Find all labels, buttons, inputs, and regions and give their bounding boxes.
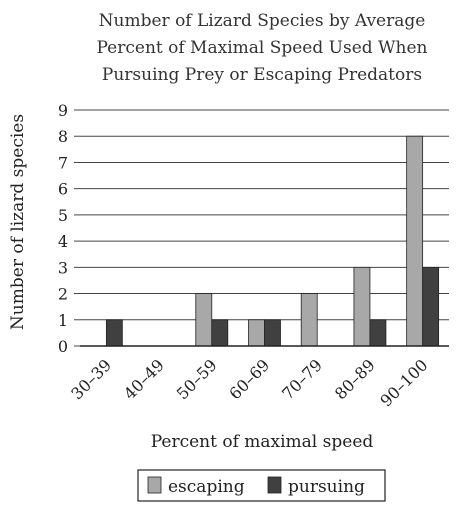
- y-tick-label: 1: [58, 311, 68, 330]
- x-tick-label: 40–49: [120, 355, 168, 403]
- legend-swatch-pursuing: [267, 476, 282, 494]
- chart-title-line-3: Pursuing Prey or Escaping Predators: [102, 65, 422, 85]
- bar-escaping: [406, 135, 424, 347]
- bar-pursuing: [422, 266, 440, 347]
- gridlines: [74, 109, 449, 347]
- bar-escaping: [248, 319, 265, 347]
- y-tick-label: 7: [58, 153, 68, 172]
- bar-escaping: [353, 266, 371, 347]
- bar-pursuing: [369, 319, 387, 347]
- y-tick-labels: 0 1 2 3 4 5 6 7 8 9: [58, 101, 68, 356]
- x-tick-label: 70–79: [278, 355, 326, 403]
- chart-title-line-2: Percent of Maximal Speed Used When: [97, 38, 428, 58]
- x-axis-title: Percent of maximal speed: [151, 432, 374, 452]
- bar-escaping: [300, 293, 318, 347]
- y-tick-label: 4: [58, 232, 68, 251]
- x-tick-label: 60–69: [225, 355, 273, 403]
- y-tick-label: 9: [58, 101, 68, 120]
- chart-title: Number of Lizard Species by Average Perc…: [97, 11, 428, 85]
- y-tick-label: 2: [58, 285, 68, 304]
- x-tick-label: 80–89: [331, 355, 379, 403]
- legend: escaping pursuing: [137, 469, 386, 502]
- x-tick-label: 50–59: [173, 355, 221, 403]
- chart-title-line-1: Number of Lizard Species by Average: [99, 11, 426, 31]
- y-tick-label: 6: [58, 180, 68, 199]
- bar-pursuing: [105, 319, 123, 347]
- x-tick-label: 90–100: [376, 355, 431, 410]
- y-tick-label: 0: [58, 337, 68, 356]
- bar-escaping: [195, 293, 213, 347]
- legend-swatch-escaping: [147, 476, 162, 494]
- y-tick-label: 5: [58, 206, 68, 225]
- legend-box: [137, 469, 386, 502]
- bar-pursuing: [264, 319, 281, 347]
- x-tick-label: 30–39: [67, 355, 115, 403]
- bar-pursuing: [211, 319, 229, 347]
- bars: [105, 135, 440, 347]
- legend-label-escaping: escaping: [168, 477, 245, 497]
- legend-label-pursuing: pursuing: [288, 477, 365, 497]
- y-tick-label: 8: [58, 127, 68, 146]
- y-axis-title: Number of lizard species: [8, 114, 28, 330]
- y-tick-label: 3: [58, 258, 68, 277]
